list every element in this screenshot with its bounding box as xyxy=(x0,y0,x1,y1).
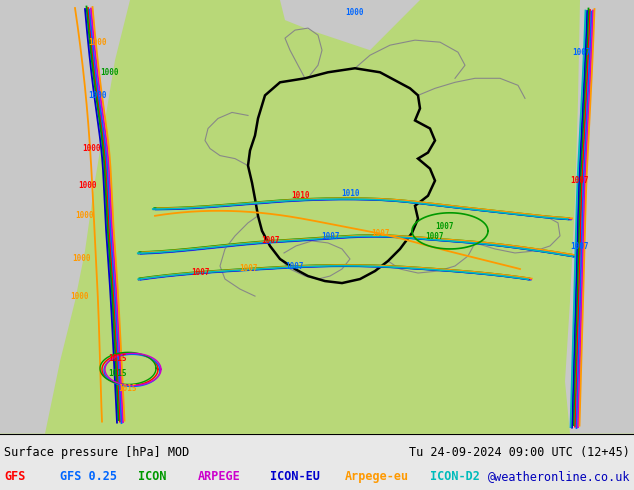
Text: Surface pressure [hPa] MOD: Surface pressure [hPa] MOD xyxy=(4,446,190,459)
Text: 1000: 1000 xyxy=(346,8,365,17)
Text: 1007: 1007 xyxy=(570,176,588,185)
Text: ARPEGE: ARPEGE xyxy=(198,470,241,483)
Polygon shape xyxy=(280,0,420,50)
Text: 1010: 1010 xyxy=(340,189,359,198)
Text: 1000: 1000 xyxy=(78,181,96,190)
Text: GFS: GFS xyxy=(4,470,25,483)
Text: 1007: 1007 xyxy=(570,242,588,251)
Text: 1007: 1007 xyxy=(435,222,453,231)
Text: @weatheronline.co.uk: @weatheronline.co.uk xyxy=(488,470,630,483)
Text: 1015: 1015 xyxy=(108,354,127,364)
Text: 1007: 1007 xyxy=(371,229,389,238)
Text: ICON: ICON xyxy=(138,470,167,483)
Text: 1000: 1000 xyxy=(82,144,101,153)
Text: 1007: 1007 xyxy=(572,48,590,57)
Text: 1015: 1015 xyxy=(108,369,127,378)
Text: Tu 24-09-2024 09:00 UTC (12+45): Tu 24-09-2024 09:00 UTC (12+45) xyxy=(409,446,630,459)
Text: 1007: 1007 xyxy=(191,268,209,277)
Text: 1000: 1000 xyxy=(72,254,91,264)
Text: GFS 0.25: GFS 0.25 xyxy=(60,470,117,483)
Text: 1000: 1000 xyxy=(75,211,93,220)
Text: 1007: 1007 xyxy=(286,262,304,271)
Text: ICON-EU: ICON-EU xyxy=(270,470,320,483)
Polygon shape xyxy=(0,0,130,434)
Text: 1000: 1000 xyxy=(70,292,89,301)
Text: ICON-D2: ICON-D2 xyxy=(430,470,480,483)
Text: 1010: 1010 xyxy=(291,191,309,200)
Text: 1000: 1000 xyxy=(100,68,119,77)
Text: 1007: 1007 xyxy=(321,232,339,241)
Text: Arpege-eu: Arpege-eu xyxy=(345,470,409,483)
Text: 1015: 1015 xyxy=(118,385,136,393)
Text: 1000: 1000 xyxy=(88,91,107,100)
Text: 1000: 1000 xyxy=(88,38,107,47)
Polygon shape xyxy=(565,0,634,434)
Text: 1007: 1007 xyxy=(426,232,444,241)
Text: 1007: 1007 xyxy=(239,264,257,273)
Text: 1007: 1007 xyxy=(261,236,279,245)
